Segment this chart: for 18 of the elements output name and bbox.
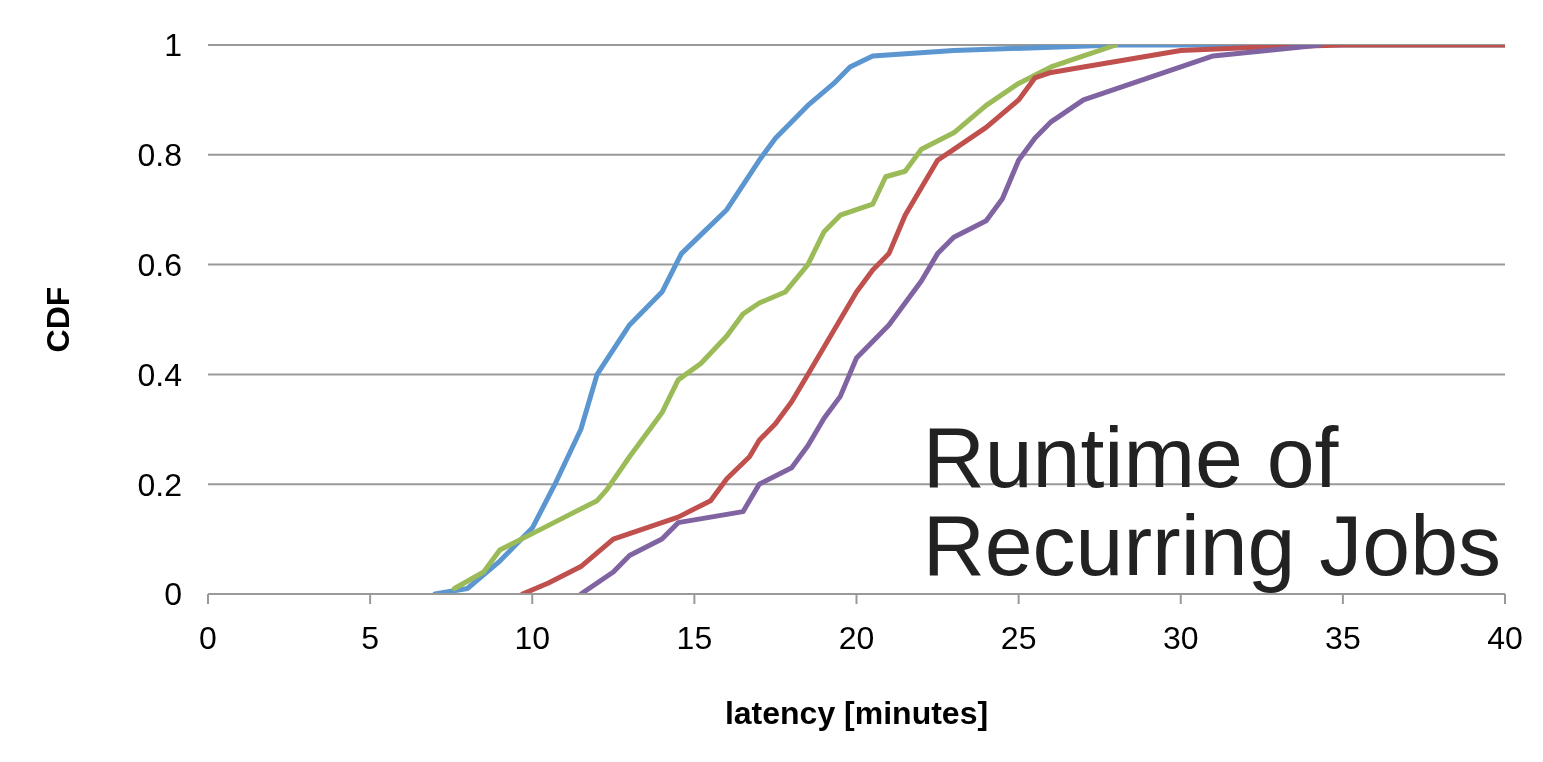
x-tick-label: 30 xyxy=(1162,619,1199,656)
y-axis-title: CDF xyxy=(40,286,77,353)
y-tick-label: 0.4 xyxy=(137,356,182,393)
x-tick-label: 0 xyxy=(199,619,217,656)
x-tick-label: 25 xyxy=(1000,619,1037,656)
y-tick-label: 0.8 xyxy=(137,137,182,174)
y-tick-label: 0 xyxy=(164,576,182,613)
x-tick-label: 20 xyxy=(838,619,875,656)
x-tick-label: 10 xyxy=(514,619,551,656)
x-tick-label: 15 xyxy=(676,619,713,656)
y-tick-label: 0.2 xyxy=(137,466,182,503)
x-tick-label: 35 xyxy=(1325,619,1361,656)
x-tick-label: 5 xyxy=(361,619,380,656)
y-tick-label: 0.6 xyxy=(137,246,182,283)
x-axis-title: latency [minutes] xyxy=(724,695,989,731)
annotation: Runtime of Recurring Jobs xyxy=(922,409,1501,593)
y-tick-label: 1 xyxy=(164,27,182,64)
x-tick-label: 40 xyxy=(1487,619,1523,656)
